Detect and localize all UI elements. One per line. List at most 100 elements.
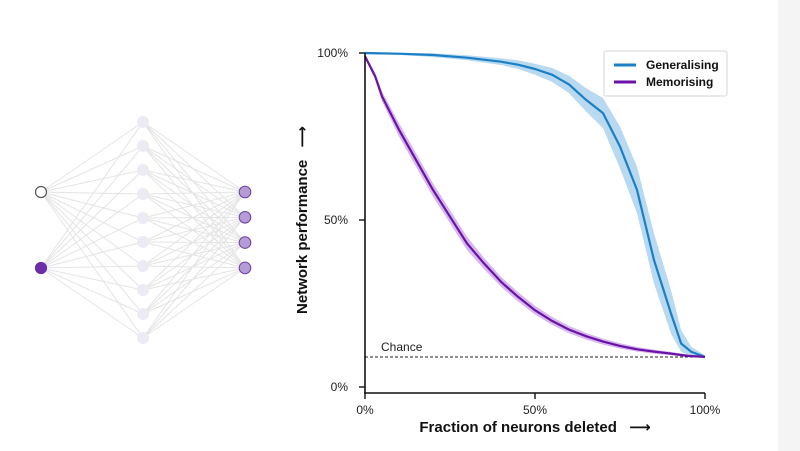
input-neuron <box>34 185 48 199</box>
network-edge <box>40 191 144 291</box>
network-edge <box>40 267 144 291</box>
x-axis-label: Fraction of neurons deleted <box>419 419 617 436</box>
network-edge <box>142 169 246 193</box>
network-edge <box>142 145 246 218</box>
y-tick-label: 0% <box>331 380 349 394</box>
network-edge <box>142 191 246 291</box>
network-edge <box>40 191 144 339</box>
network-edge <box>142 193 246 218</box>
x-tick-label: 100% <box>690 403 721 417</box>
x-tick-label: 50% <box>523 403 547 417</box>
network-edge <box>142 145 246 243</box>
network-edge <box>142 265 246 269</box>
network-edge <box>142 242 246 267</box>
output-neuron <box>238 236 252 249</box>
network-edge <box>142 242 246 339</box>
hidden-neuron <box>137 284 149 296</box>
network-edge <box>142 191 246 195</box>
x-axis-arrow: ⟶ <box>629 419 651 436</box>
network-edge <box>142 267 246 339</box>
network-edge <box>142 121 246 243</box>
network-edge <box>40 145 144 193</box>
network-edge <box>142 121 246 193</box>
performance-chart: Chance 0% 50% 100% 0% 50% 100% Fraction of n… <box>294 46 728 436</box>
y-tick-label: 100% <box>317 46 348 60</box>
network-edge <box>142 191 246 315</box>
hidden-neuron <box>137 212 149 224</box>
y-axis-arrow: ⟶ <box>294 126 311 148</box>
band-memorising <box>365 54 705 358</box>
network-edge <box>142 241 246 269</box>
neural-network-diagram <box>34 116 252 344</box>
network-edge <box>142 145 246 269</box>
network-edges <box>40 121 246 339</box>
network-edge <box>142 169 246 244</box>
network-edge <box>142 241 246 244</box>
y-axis-ticks: 0% 50% 100% <box>317 46 365 394</box>
network-edge <box>142 169 246 269</box>
network-edge <box>40 267 144 315</box>
network-edge <box>142 169 246 218</box>
hidden-neuron <box>137 140 149 152</box>
network-edge <box>142 193 246 269</box>
hidden-neuron <box>137 332 149 344</box>
y-axis-title: Network performance ⟶ <box>294 126 311 314</box>
series-lines <box>364 51 706 358</box>
output-neuron <box>238 261 252 275</box>
chance-label: Chance <box>381 340 423 354</box>
network-nodes <box>34 116 252 344</box>
x-tick-label: 0% <box>356 403 374 417</box>
legend: Generalising Memorising <box>603 50 728 97</box>
network-edge <box>142 216 246 243</box>
network-edge <box>40 241 144 269</box>
network-edge <box>142 121 246 218</box>
page-edge-strip <box>778 0 800 451</box>
line-memorising <box>364 55 706 358</box>
legend-box <box>603 50 728 97</box>
network-edge <box>40 191 144 267</box>
network-edge <box>142 145 246 193</box>
hidden-neuron <box>137 260 149 272</box>
network-edge <box>142 217 246 244</box>
network-edge <box>142 216 246 219</box>
network-edge <box>142 193 246 244</box>
confidence-bands <box>365 53 705 359</box>
network-edge <box>40 191 144 243</box>
network-edge <box>142 191 246 243</box>
legend-label-memorising: Memorising <box>646 75 713 89</box>
network-edge <box>40 121 144 269</box>
network-edge <box>40 217 144 269</box>
line-generalising <box>364 51 706 358</box>
network-edge <box>142 191 246 267</box>
network-edge <box>40 191 144 315</box>
network-edge <box>40 145 144 269</box>
hidden-neuron <box>137 164 149 176</box>
hidden-neuron <box>137 308 149 320</box>
network-edge <box>40 265 144 269</box>
hidden-neuron <box>137 116 149 128</box>
network-edge <box>142 191 246 219</box>
network-edge <box>40 191 144 195</box>
y-axis-label: Network performance <box>294 160 311 314</box>
x-axis-ticks: 0% 50% 100% <box>356 393 721 417</box>
network-edge <box>40 191 144 219</box>
network-edge <box>40 267 144 339</box>
network-edge <box>40 121 144 193</box>
y-tick-label: 50% <box>324 213 348 227</box>
network-edge <box>142 216 246 339</box>
output-neuron <box>238 211 252 224</box>
network-edge <box>40 193 144 269</box>
hidden-neuron <box>137 236 149 248</box>
legend-label-generalising: Generalising <box>646 58 719 72</box>
network-edge <box>142 217 246 269</box>
band-generalising <box>365 53 705 359</box>
network-edge <box>40 169 144 193</box>
output-neuron <box>238 185 252 199</box>
input-neuron <box>34 261 48 275</box>
hidden-neuron <box>137 188 149 200</box>
network-edge <box>142 267 246 291</box>
network-edge <box>142 191 246 339</box>
x-axis-title: Fraction of neurons deleted ⟶ <box>419 419 650 436</box>
network-edge <box>40 169 144 269</box>
